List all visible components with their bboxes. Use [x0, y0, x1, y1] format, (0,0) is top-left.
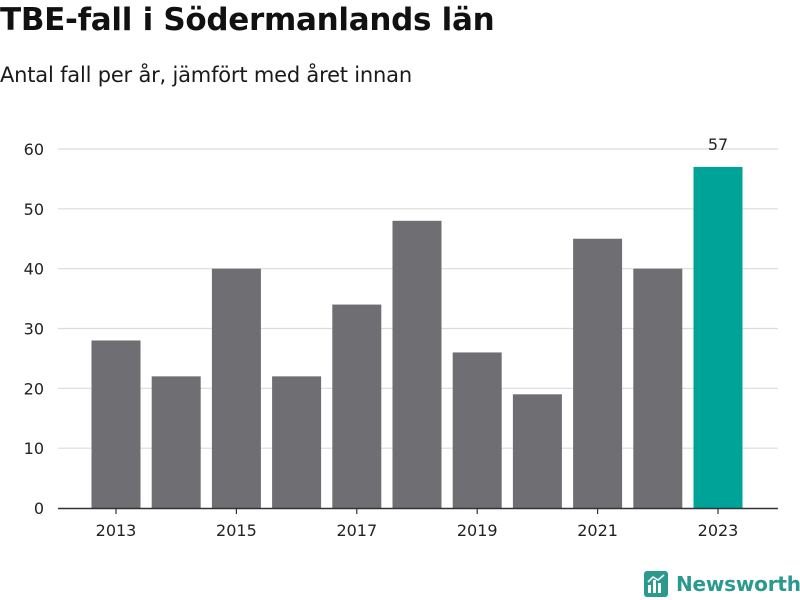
- x-tick-label: 2023: [698, 521, 739, 540]
- chart-title: TBE-fall i Södermanlands län: [0, 2, 495, 38]
- bar-2017: [332, 304, 382, 508]
- y-tick-label: 40: [24, 260, 44, 279]
- y-tick-label: 50: [24, 200, 44, 219]
- chart-subtitle: Antal fall per år, jämfört med året inna…: [0, 63, 412, 87]
- bar-2022: [633, 268, 683, 508]
- axes: [58, 507, 778, 514]
- x-tick-label: 2015: [216, 521, 257, 540]
- y-tick-label: 10: [24, 439, 44, 458]
- bar-2018: [392, 220, 442, 509]
- y-tick-label: 20: [24, 379, 44, 398]
- bar-2023: [693, 166, 743, 508]
- x-tick-label: 2019: [457, 521, 498, 540]
- x-tick-label: 2017: [336, 521, 377, 540]
- bar-2015: [211, 268, 261, 508]
- brand-name: Newsworthy: [676, 572, 800, 596]
- brand-logo: Newsworthy: [644, 568, 800, 600]
- bar-2021: [573, 238, 623, 508]
- labels: 0 10 20 30 40 50 60 2013 2015 2017 2019 2021 2023 57: [24, 135, 739, 540]
- x-tick-label: 2021: [577, 521, 618, 540]
- x-tick-label: 2013: [96, 521, 137, 540]
- y-tick-label: 60: [24, 140, 44, 159]
- y-tick-label: 30: [24, 320, 44, 339]
- bar-2016: [272, 376, 322, 508]
- data-label: 57: [708, 135, 728, 154]
- bar-2014: [151, 376, 201, 508]
- bar-chart-logo-icon: [644, 571, 668, 597]
- bars: [91, 166, 743, 509]
- bar-2019: [452, 352, 502, 508]
- bar-2020: [512, 394, 562, 508]
- bar-2013: [91, 340, 141, 508]
- y-tick-label: 0: [34, 499, 44, 518]
